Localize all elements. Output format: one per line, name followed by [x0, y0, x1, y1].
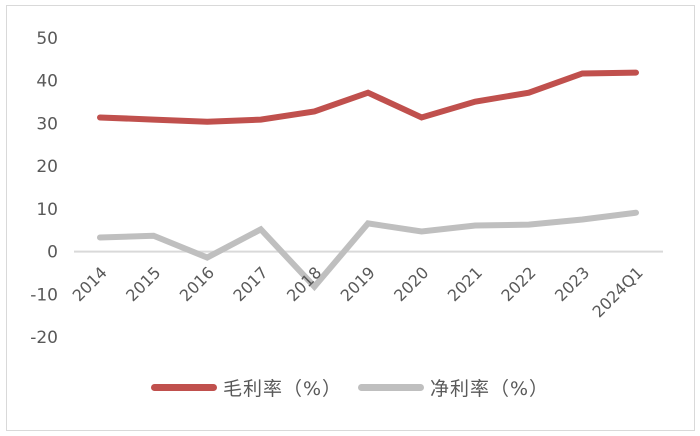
x-tick-label: 2020 — [390, 263, 432, 305]
legend-label-gross-margin: 毛利率（%） — [222, 378, 342, 400]
x-tick-label: 2022 — [497, 263, 539, 305]
x-tick-label: 2024Q1 — [588, 263, 646, 321]
y-tick-label: 40 — [36, 72, 58, 92]
y-tick-label: -20 — [30, 328, 58, 348]
x-axis: 2014 2015 2016 2017 2018 2019 2020 2021 2022 2023… — [69, 263, 647, 321]
y-axis: 50 40 30 20 10 0 -10 -20 — [30, 29, 58, 348]
x-tick-label: 2017 — [229, 263, 271, 305]
x-tick-label: 2014 — [69, 263, 111, 305]
y-tick-label: 0 — [47, 243, 58, 263]
y-tick-label: 30 — [36, 114, 58, 134]
series-layer — [97, 69, 639, 292]
legend-item-gross-margin: 毛利率（%） — [150, 374, 342, 401]
legend-label-net-margin: 净利率（%） — [430, 378, 550, 400]
series-line-net-margin — [97, 209, 639, 292]
x-tick-label: 2015 — [122, 263, 164, 305]
x-tick-label: 2016 — [176, 263, 218, 305]
x-tick-label: 2019 — [337, 263, 379, 305]
x-tick-label: 2023 — [551, 263, 593, 305]
series-line-gross-margin — [97, 69, 639, 125]
legend-item-net-margin: 净利率（%） — [358, 374, 549, 401]
legend: 毛利率（%） 净利率（%） — [0, 374, 700, 401]
y-tick-label: 10 — [36, 200, 58, 220]
x-tick-label: 2021 — [444, 263, 486, 305]
legend-swatch-net-margin — [358, 384, 424, 391]
y-tick-label: -10 — [30, 285, 58, 305]
y-tick-label: 20 — [36, 157, 58, 177]
legend-swatch-gross-margin — [150, 384, 217, 391]
y-tick-label: 50 — [36, 29, 58, 49]
